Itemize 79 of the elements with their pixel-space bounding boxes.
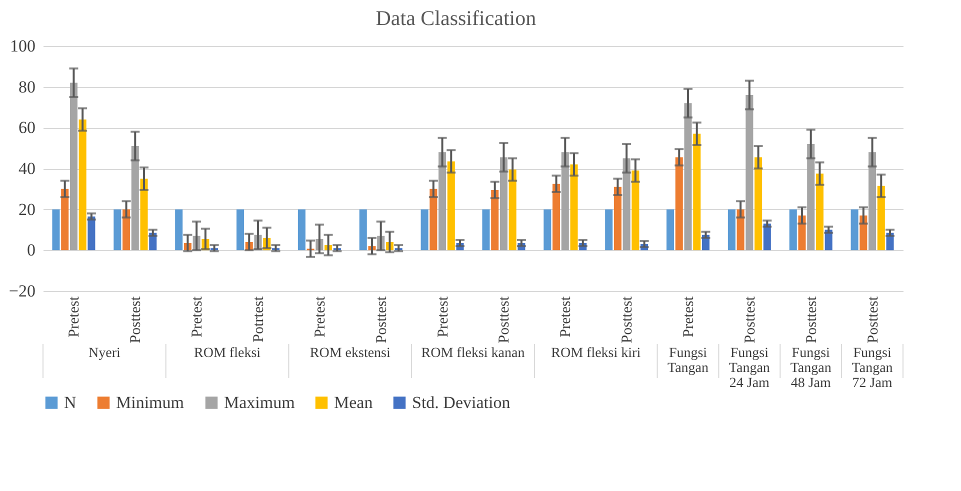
y-tick-label: 0 [27,240,36,260]
text: ROM fleksi [194,346,261,361]
y-tick-label: −20 [8,282,36,300]
bar [798,215,806,250]
x-tick-label: Posttest [496,296,513,344]
text: Fungsi Tangan 48 Jam [790,346,832,391]
bar [684,103,692,250]
y-tick-label: 40 [18,159,36,178]
text: ROM fleksi kanan [421,346,525,361]
bar [140,178,148,250]
bar [70,82,78,250]
bar [561,152,569,250]
bar [500,157,508,250]
bar [236,209,244,250]
bar [605,209,613,250]
bar [693,134,701,250]
bar [807,144,815,250]
bar [570,164,578,250]
bar [614,186,622,250]
x-tick-label: Pretest [681,296,697,338]
bar [746,95,754,250]
text: Nyeri [88,346,120,361]
x-tick-label: Pretest [435,296,452,338]
bar [666,209,674,250]
bar [430,188,438,250]
x-tick-label: Pretest [558,296,574,338]
y-tick-label: 20 [18,200,36,219]
x-tick-label: Posttest [374,296,390,344]
bar [482,209,490,250]
bar [438,152,446,250]
text: Fungsi Tangan 24 Jam [728,346,770,391]
x-tick-label: Pretest [312,296,328,338]
text: ROM fleksi kiri [551,346,641,361]
bar [675,157,683,250]
bar [877,186,885,250]
bar [728,209,736,250]
x-tick-label: Pretest [190,296,206,338]
bar [114,209,122,250]
y-tick-label: 60 [18,118,36,138]
bar [447,161,455,250]
bar [754,157,762,250]
bar [850,209,858,250]
bar [175,209,183,250]
x-tick-label: Posttest [742,296,758,344]
text: Fungsi Tangan [667,346,709,376]
bar [632,170,640,250]
bar [789,209,797,250]
bar [544,209,552,250]
bar [52,209,60,250]
bar [491,190,499,250]
bar [61,188,69,250]
x-tick-label: Posttest [620,296,636,344]
y-tick-label: 80 [18,77,36,96]
legend-label: Std. Deviation [412,392,511,412]
bar [763,224,771,250]
bar [552,184,560,250]
x-tick-label: Potrtest [251,296,267,342]
legend-label: N [64,392,76,412]
x-tick-label: Posttest [128,296,144,344]
x-tick-label: Posttest [804,296,820,344]
x-tick-label: Pretest [66,296,83,338]
x-tick-label: Posttest [865,296,882,344]
bar [88,216,96,250]
bar [420,209,428,250]
bar [508,170,516,250]
y-tick-label: 100 [10,36,36,56]
bar [868,152,876,250]
bar [78,120,86,250]
chart-title: Data Classification [376,6,537,30]
bar [816,174,824,250]
legend-label: Mean [334,392,374,412]
bar [298,209,306,250]
legend-label: Maximum [224,392,295,412]
legend-label: Minimum [116,392,184,412]
text: Fungsi Tangan 72 Jam [852,346,893,391]
text: ROM ekstensi [310,346,391,361]
bar [359,209,367,250]
bar [622,158,630,250]
bar [131,146,139,250]
